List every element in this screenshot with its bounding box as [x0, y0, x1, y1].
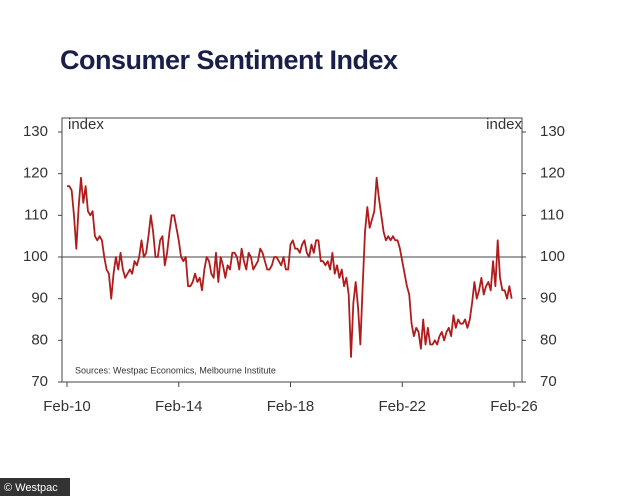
x-tick-label: Feb-22 [378, 398, 426, 415]
y-tick-label: 100 [23, 248, 48, 265]
y2-tick-label: 120 [540, 165, 565, 182]
y-tick-label: 70 [31, 373, 48, 390]
y-tick-label: 110 [24, 206, 48, 223]
x-tick-label: Feb-10 [43, 398, 91, 415]
source-note: Sources: Westpac Economics, Melbourne In… [75, 365, 276, 375]
credit-bg [0, 478, 70, 496]
y2-tick-label: 70 [540, 373, 557, 390]
x-tick-label: Feb-14 [155, 398, 203, 415]
series-line [67, 176, 513, 358]
chart-title: Consumer Sentiment Index [60, 45, 398, 75]
y2-tick-label: 130 [540, 123, 565, 140]
y-tick-label: 90 [31, 290, 48, 307]
y-tick-label: 120 [23, 165, 48, 182]
x-tick-label: Feb-18 [267, 398, 315, 415]
y2-tick-label: 90 [540, 290, 557, 307]
y-tick-label: 130 [23, 123, 48, 140]
y-axis-label: index [68, 116, 104, 133]
y-tick-label: 80 [31, 331, 48, 348]
y2-tick-label: 100 [540, 248, 565, 265]
credit: © Westpac [4, 482, 58, 494]
plot-frame [61, 117, 523, 383]
x-tick-label: Feb-26 [490, 398, 538, 415]
y2-tick-label: 80 [540, 331, 557, 348]
y2-tick-label: 110 [540, 206, 564, 223]
y2-axis-label: index [486, 116, 522, 133]
